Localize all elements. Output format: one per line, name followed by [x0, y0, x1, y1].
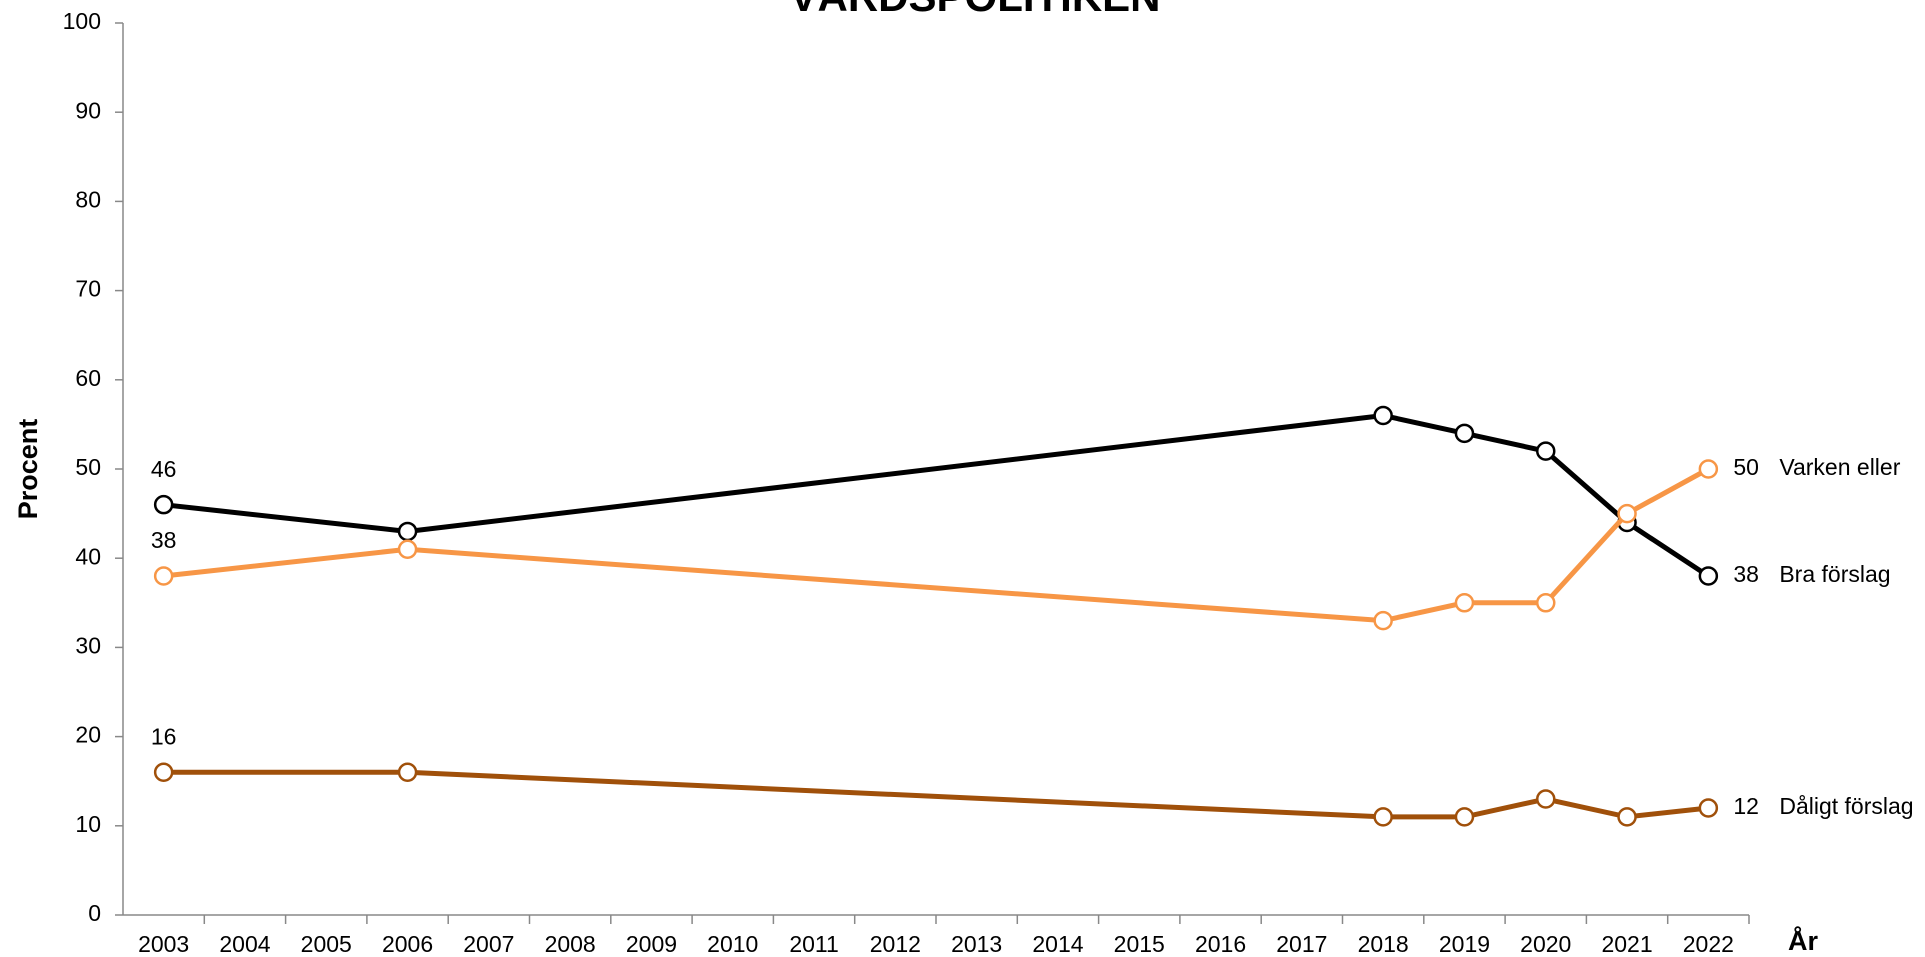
x-tick-label: 2009 — [626, 931, 677, 957]
y-tick-label: 80 — [75, 186, 101, 212]
point — [153, 494, 174, 515]
y-tick-label: 20 — [75, 722, 101, 748]
data-label: 12 — [1733, 793, 1759, 819]
point — [1536, 441, 1556, 461]
x-tick-label: 2005 — [301, 931, 352, 957]
data-label: 16 — [151, 723, 177, 749]
x-tick-label: 2015 — [1114, 931, 1165, 957]
x-tick-label: 2016 — [1195, 931, 1246, 957]
x-tick-label: 2022 — [1683, 931, 1734, 957]
x-tick-label: 2004 — [219, 931, 270, 957]
point — [1454, 807, 1475, 827]
y-tick-label: 0 — [88, 900, 101, 926]
x-tick-label: 2007 — [463, 931, 514, 957]
point — [1698, 566, 1719, 586]
point — [1454, 423, 1475, 444]
series-label: Dåligt förslag — [1779, 793, 1913, 819]
point — [1536, 593, 1556, 613]
point — [153, 762, 174, 783]
x-tick-label: 2021 — [1601, 931, 1652, 957]
y-tick-label: 30 — [75, 632, 101, 658]
point — [1373, 807, 1393, 827]
point — [397, 762, 418, 783]
data-label: 38 — [1733, 561, 1759, 587]
series-line — [163, 466, 1710, 624]
data-label: 38 — [151, 527, 177, 553]
x-tick-label: 2003 — [138, 931, 189, 957]
x-tick-label: 2012 — [870, 931, 921, 957]
series-line — [163, 769, 1709, 820]
point — [1698, 459, 1719, 479]
x-tick-label: 2019 — [1439, 931, 1490, 957]
point — [397, 539, 418, 560]
point — [397, 521, 418, 542]
y-tick-label: 40 — [75, 543, 101, 569]
x-tick-label: 2011 — [789, 931, 838, 957]
x-tick-label: 2018 — [1358, 931, 1409, 957]
y-tick-label: 50 — [75, 454, 101, 480]
y-tick-label: 100 — [63, 8, 101, 34]
point — [1454, 593, 1475, 613]
point — [1373, 405, 1393, 426]
x-tick-label: 2006 — [382, 931, 433, 957]
point — [1617, 503, 1637, 524]
y-tick-label: 70 — [75, 276, 101, 302]
series-label: Bra förslag — [1779, 561, 1890, 587]
data-label: 50 — [1733, 454, 1759, 480]
x-tick-label: 2008 — [545, 931, 596, 957]
x-tick-label: 2020 — [1520, 931, 1571, 957]
x-tick-label: 2017 — [1276, 931, 1327, 957]
x-axis-label: År — [1788, 925, 1818, 956]
x-tick-label: 2014 — [1032, 931, 1083, 957]
point — [1536, 789, 1556, 809]
chart-title: VÅRDSPOLITIKEN — [789, 0, 1160, 20]
point — [1617, 807, 1637, 827]
y-tick-label: 60 — [75, 365, 101, 391]
point — [1698, 798, 1719, 818]
series-label: Varken eller — [1779, 454, 1900, 480]
data-label: 46 — [151, 456, 177, 482]
x-tick-label: 2010 — [707, 931, 758, 957]
y-tick-label: 10 — [75, 811, 101, 837]
y-tick-label: 90 — [75, 97, 101, 123]
x-tick-label: 2013 — [951, 931, 1002, 957]
point — [153, 566, 174, 586]
y-axis-label: Procent — [13, 419, 43, 520]
point — [1373, 610, 1393, 631]
